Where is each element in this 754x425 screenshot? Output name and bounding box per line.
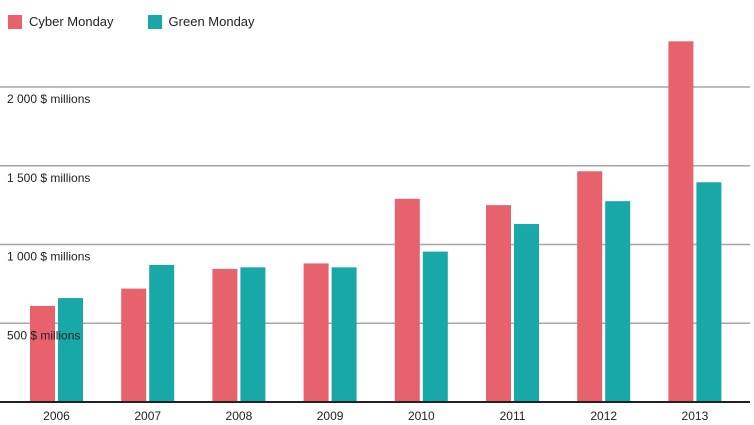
- bar-green-monday-2013: [696, 182, 722, 402]
- bar-cyber-monday-2011: [486, 205, 511, 402]
- bar-cyber-monday-2012: [577, 171, 603, 402]
- legend-swatch-cyber-monday: [8, 14, 22, 29]
- x-tick-label-2010: 2010: [408, 409, 435, 423]
- bar-green-monday-2011: [514, 224, 539, 402]
- bar-cyber-monday-2006: [30, 305, 55, 402]
- legend-label-green-monday: Green Monday: [168, 14, 255, 29]
- y-tick-label-1500: 1 500 $ millions: [7, 171, 90, 185]
- x-tick-label-2009: 2009: [317, 409, 344, 423]
- x-tick-label-2013: 2013: [682, 409, 709, 423]
- legend-swatch-green-monday: [147, 14, 162, 29]
- bar-green-monday-2009: [331, 267, 357, 402]
- bar-green-monday-2012: [605, 201, 631, 402]
- x-tick-label-2011: 2011: [500, 409, 526, 423]
- chart-legend: Cyber Monday Green Monday: [8, 14, 289, 29]
- bar-green-monday-2006: [58, 298, 83, 402]
- bar-green-monday-2010: [422, 251, 448, 402]
- x-tick-label-2008: 2008: [226, 409, 253, 423]
- legend-item-green-monday: Green Monday: [147, 14, 255, 29]
- x-tick-label-2006: 2006: [43, 409, 70, 423]
- bar-green-monday-2008: [240, 267, 266, 402]
- bar-cyber-monday-2007: [121, 288, 147, 402]
- x-tick-label-2007: 2007: [134, 409, 161, 423]
- bar-green-monday-2007: [149, 264, 175, 402]
- bar-cyber-monday-2008: [212, 268, 238, 402]
- bar-cyber-monday-2009: [303, 263, 329, 402]
- legend-item-cyber-monday: Cyber Monday: [8, 14, 114, 29]
- x-tick-label-2012: 2012: [590, 409, 617, 423]
- y-tick-label-1000: 1 000 $ millions: [7, 250, 90, 264]
- y-tick-label-500: 500 $ millions: [7, 328, 80, 342]
- bar-cyber-monday-2010: [394, 198, 420, 402]
- legend-label-cyber-monday: Cyber Monday: [29, 14, 114, 29]
- y-tick-label-2000: 2 000 $ millions: [7, 92, 90, 106]
- bar-cyber-monday-2013: [668, 41, 694, 402]
